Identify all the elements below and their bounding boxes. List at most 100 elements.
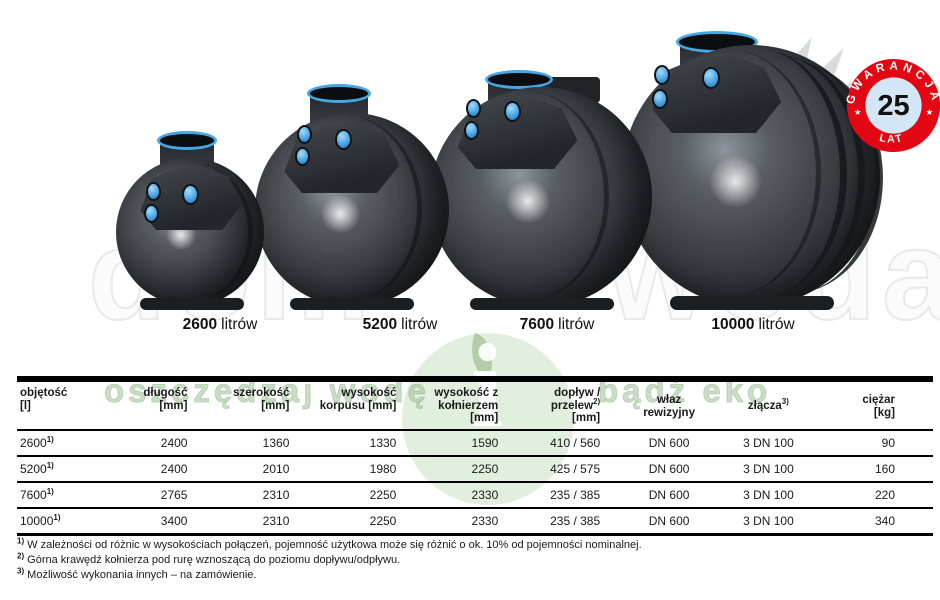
spec-table-header: objętość [l] długość [mm] szerokość [mm] wysok… [17, 379, 933, 431]
capacity-value: 2600 [182, 316, 218, 333]
column-header: szerokość [mm] [205, 379, 308, 431]
footnote: 2) Górna krawędź kołnierza pod rurę wzno… [17, 551, 401, 566]
tank-rib [704, 63, 883, 293]
cell: DN 600 [618, 454, 721, 482]
tank-seam [442, 91, 609, 301]
badge-value: 25 [877, 90, 909, 122]
svg-text:LAT: LAT [878, 132, 905, 146]
column-header: ciężar [kg] [816, 379, 933, 431]
column-header: objętość [l] [17, 379, 135, 431]
cell: 220 [816, 480, 933, 508]
tank-image-2600 [100, 130, 290, 310]
guarantee-badge: GWARANCJA 25 LAT ★ ★ [845, 58, 940, 153]
table-row: 100001) 3400 2310 2250 2330 235 / 385 DN 600 3 … [17, 506, 933, 534]
badge-inner-circle [865, 77, 922, 134]
cell: DN 600 [618, 480, 721, 508]
cell: 425 / 575 [516, 454, 619, 482]
cell-volume: 100001) [17, 506, 135, 534]
cell: 1590 [471, 435, 499, 450]
badge-bottom-text: LAT [878, 132, 903, 146]
tank-shoulder-panel [652, 55, 782, 133]
blue-cap-icon [144, 204, 159, 223]
table-row: 76001) 2765 2310 2250 2330 235 / 385 DN 600 3 D… [17, 480, 933, 508]
cell: 410 / 560 [550, 435, 601, 450]
tank-base-ridge [290, 298, 414, 310]
blue-cap-icon [182, 184, 199, 205]
capacity-value: 7600 [519, 316, 555, 333]
blue-cap-icon [297, 125, 312, 144]
cell: 340 [816, 506, 933, 534]
spec-table: objętość [l] długość [mm] szerokość [mm] wysok… [17, 376, 933, 536]
cell: 235 / 385 [516, 480, 619, 508]
blue-cap-icon [295, 147, 310, 166]
cell: 2765 [134, 480, 206, 508]
cell-volume: 26001) [20, 434, 54, 450]
capacity-unit: litrów [221, 316, 258, 333]
blue-cap-icon [654, 65, 670, 85]
tank-base-ridge [670, 296, 834, 310]
capacity-value: 5200 [362, 316, 398, 333]
blue-cap-icon [335, 129, 352, 150]
blue-cap-icon [466, 99, 481, 118]
cell: 3 DN 100 [720, 506, 817, 534]
blue-cap-icon [652, 89, 668, 109]
blue-cap-icon [464, 121, 479, 140]
spec-table-wrap: objętość [l] długość [mm] szerokość [mm] wysok… [17, 376, 933, 536]
cell: 2010 [205, 454, 308, 482]
table-row: 52001) 2400 2010 1980 2250 425 / 575 DN 600 3 D… [17, 454, 933, 482]
column-header: wysokość korpusu [mm] [307, 379, 415, 431]
tank-image-5200 [245, 84, 460, 310]
tank-base-ridge [470, 298, 614, 310]
star-icon: ★ [854, 108, 862, 118]
cell: DN 600 [648, 435, 690, 450]
cell: 1330 [369, 435, 397, 450]
cell: 2310 [205, 506, 308, 534]
blue-cap-icon [702, 67, 720, 89]
column-header: złącza3) [720, 379, 817, 431]
star-icon: ★ [925, 108, 933, 118]
cell: 1360 [262, 435, 290, 450]
cell: DN 600 [618, 506, 721, 534]
blue-cap-icon [504, 101, 521, 122]
tank-seam [126, 162, 253, 302]
blue-cap-icon [146, 182, 161, 201]
cell: 2330 [414, 480, 517, 508]
cell-volume: 76001) [17, 480, 135, 508]
capacity-value: 10000 [711, 316, 755, 333]
cell: 2400 [160, 435, 188, 450]
column-header: właz rewizyjny [618, 379, 721, 431]
cell: 160 [816, 454, 933, 482]
cell: 2250 [414, 454, 517, 482]
spec-table-body: 26001) 2400 1360 1330 1590 410 / 560 DN 600 3 D… [17, 430, 933, 534]
cell: 2330 [414, 506, 517, 534]
product-label-10000: 10000 litrów [711, 316, 794, 334]
tank-seam [265, 115, 422, 303]
capacity-unit: litrów [558, 316, 595, 333]
footnote: 3) Możliwość wykonania innych – na zamów… [17, 566, 257, 581]
capacity-unit: litrów [401, 316, 438, 333]
cell: 235 / 385 [516, 506, 619, 534]
cell: 2250 [307, 506, 415, 534]
cell: 2310 [205, 480, 308, 508]
footnote: 1) W zależności od różnic w wysokościach… [17, 536, 642, 551]
cell: 3 DN 100 [720, 480, 817, 508]
cell: 3400 [134, 506, 206, 534]
tank-image-7600 [420, 55, 665, 310]
footnotes: 1) W zależności od różnic w wysokościach… [17, 536, 642, 583]
cell: 1980 [307, 454, 415, 482]
cell: 90 [881, 435, 895, 450]
column-header: dopływ / przelew2) [mm] [516, 379, 619, 431]
column-header: długość [mm] [134, 379, 206, 431]
cell: 3 DN 100 [720, 454, 817, 482]
cell: 3 DN 100 [743, 435, 794, 450]
cell-volume: 52001) [17, 454, 135, 482]
product-label-7600: 7600 litrów [520, 316, 595, 334]
column-header: wysokość z kołnierzem [mm] [414, 379, 517, 431]
cell: 2400 [134, 454, 206, 482]
table-row: 26001) 2400 1360 1330 1590 410 / 560 DN 600 3 D… [17, 430, 933, 456]
capacity-unit: litrów [758, 316, 795, 333]
product-label-5200: 5200 litrów [363, 316, 438, 334]
cell: 2250 [307, 480, 415, 508]
tank-base-ridge [140, 298, 244, 310]
